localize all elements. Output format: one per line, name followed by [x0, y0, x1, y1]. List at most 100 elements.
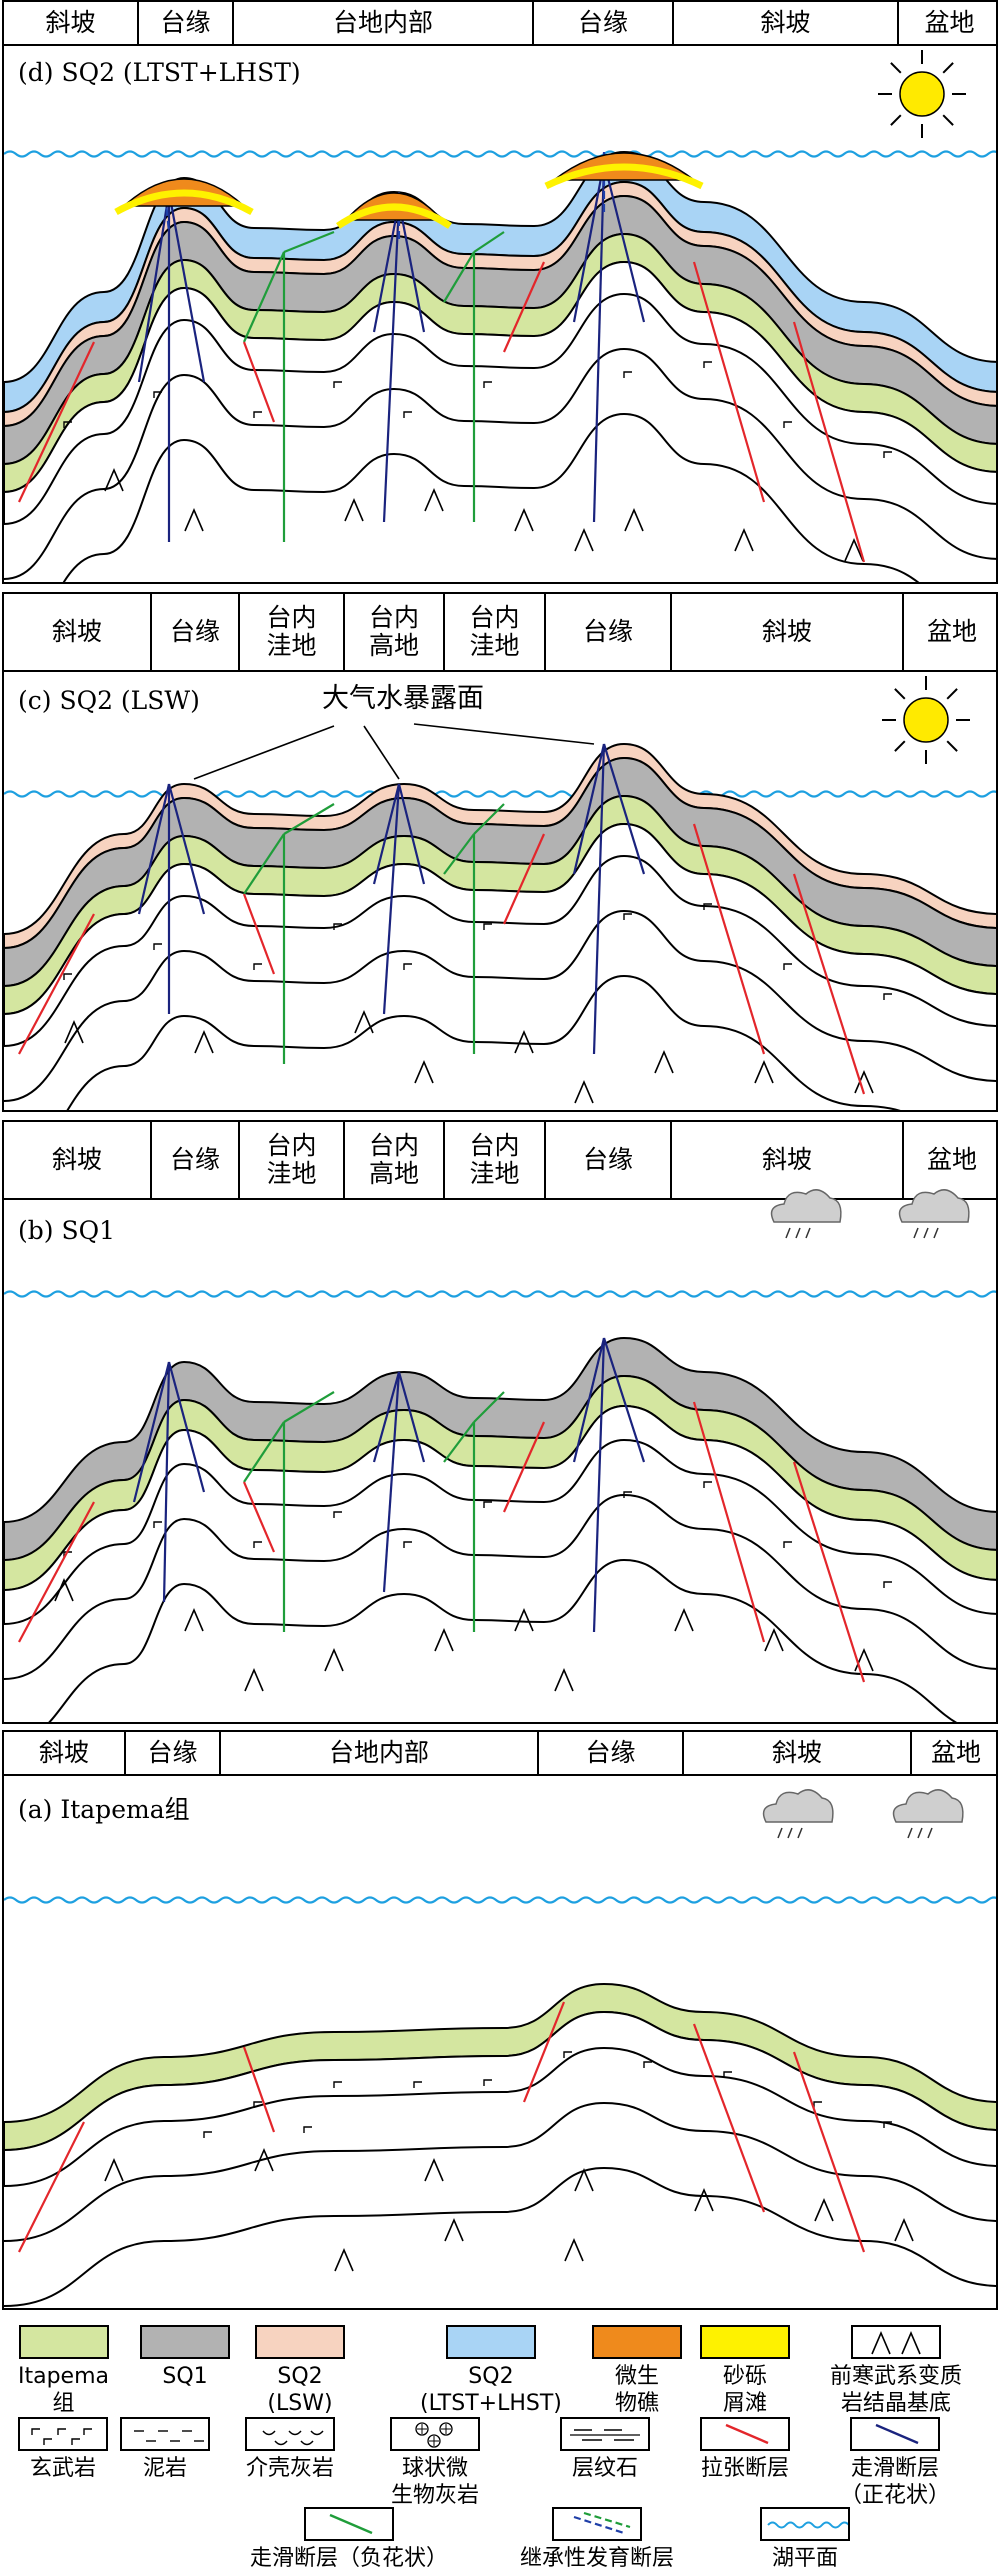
- sun-disc: [899, 71, 945, 117]
- basement-symbol: [254, 2147, 274, 2172]
- swatch-pattern: [573, 2511, 631, 2535]
- formation-boundary: [4, 2101, 996, 2242]
- legend-label: 前寒武系变质 岩结晶基底: [830, 2364, 963, 2416]
- extensional-fault: [242, 893, 276, 975]
- basalt-symbol: [403, 411, 412, 418]
- extensional-fault: [792, 873, 866, 1095]
- mudstone-layer: [4, 260, 996, 526]
- legend-swatch: [18, 2417, 108, 2451]
- basalt-symbol: [883, 1581, 892, 1588]
- cloud-shape: [892, 1789, 964, 1823]
- zone-cell: 盆地: [926, 1145, 977, 1174]
- extensional-fault: [502, 261, 546, 353]
- legend-item-inherited_fault: 继承性发育断层: [520, 2507, 674, 2572]
- basalt-symbol: [413, 2081, 422, 2088]
- swatch-pattern: [134, 2430, 204, 2442]
- rain-drop: [787, 1827, 793, 1839]
- cloud-shape: [770, 1189, 842, 1223]
- zone-cell: 斜坡: [684, 1732, 912, 1774]
- basement-symbol: [354, 1009, 374, 1034]
- basalt-symbol: [703, 903, 712, 910]
- strike-slip-fault-positive: [397, 201, 426, 333]
- panel-title: (d) SQ2 (LTST+LHST): [18, 58, 301, 87]
- extensional-fault: [242, 1481, 276, 1553]
- strike-slip-fault-positive: [592, 1337, 606, 1633]
- strike-slip-fault-negative: [242, 251, 286, 343]
- legend-swatch: [445, 2325, 536, 2359]
- basement-symbol: [194, 1029, 214, 1054]
- legend-swatch: [18, 2325, 109, 2359]
- strike-slip-fault-positive: [592, 161, 606, 523]
- spherule-cross: [441, 2424, 451, 2434]
- basalt-symbol: [253, 411, 262, 418]
- basement-symbol: [554, 1667, 574, 1692]
- swatch-pattern: [142, 2327, 228, 2357]
- basalt-symbol: [153, 943, 162, 950]
- basement-symbol: [654, 1049, 674, 1074]
- strike-slip-fault-positive: [382, 1371, 401, 1593]
- strike-slip-fault-negative: [443, 251, 475, 303]
- zone-header: 斜坡 台缘 台内 洼地 台内 高地 台内 洼地 台缘 斜坡 盆地: [4, 1122, 996, 1200]
- legend-label: 层纹石: [571, 2456, 638, 2481]
- basement-symbol: [574, 2167, 594, 2192]
- cross-section-d: [4, 50, 996, 582]
- sun-ray: [942, 114, 954, 126]
- spherule-cross: [429, 2436, 439, 2446]
- zone-cell: 斜坡: [4, 1732, 126, 1774]
- swatch-pattern: [262, 2430, 324, 2446]
- spherule: [427, 2434, 441, 2448]
- swatch-pattern: [767, 2521, 848, 2529]
- basalt-symbol: [153, 1521, 162, 1528]
- basement-symbol: [844, 537, 864, 562]
- strike-slip-fault-negative: [283, 1391, 335, 1423]
- mudstone-layer: [4, 822, 996, 1048]
- lake-level-line: [4, 150, 996, 158]
- panel-a: 斜坡 台缘 台地内部 台缘 斜坡 盆地 (a) Itapema组: [2, 1730, 998, 2310]
- extensional-fault: [692, 823, 766, 1055]
- rain-drop: [795, 1227, 801, 1239]
- basement-symbol: [424, 487, 444, 512]
- wave-sample: [767, 2521, 848, 2529]
- panel-title: (a) Itapema组: [18, 1795, 190, 1824]
- legend-swatch: [140, 2325, 230, 2359]
- legend-swatch: [700, 2417, 790, 2451]
- legend-label: 介壳灰岩: [245, 2456, 334, 2481]
- basalt-symbol: [883, 451, 892, 458]
- strike-slip-fault-negative: [243, 1421, 285, 1483]
- basement-symbol: [754, 1059, 774, 1084]
- strike-slip-fault-positive: [602, 161, 646, 323]
- zone-cell: 盆地: [924, 8, 975, 37]
- strike-slip-fault-positive: [132, 1361, 171, 1503]
- strike-slip-fault-positive: [372, 783, 401, 885]
- basalt-symbol: [623, 371, 632, 378]
- zone-cell: 台缘: [534, 2, 674, 44]
- strike-slip-fault-positive: [602, 1337, 646, 1463]
- formation-boundary: [4, 2166, 996, 2307]
- panel-title: (c) SQ2 (LSW): [18, 686, 200, 715]
- formation-boundary: [4, 909, 996, 1102]
- formation-boundary: [4, 1493, 996, 1680]
- gravel-shoal: [336, 203, 452, 229]
- zone-cell: 台地内部: [234, 2, 534, 44]
- basalt-symbol: [703, 1481, 712, 1488]
- legend-swatch: [560, 2417, 650, 2451]
- swatch-pattern: [702, 2327, 788, 2357]
- basement-symbol: [624, 507, 644, 532]
- zone-header: 斜坡 台缘 台地内部 台缘 斜坡 盆地: [4, 2, 996, 46]
- swatch-pattern: [570, 2429, 640, 2441]
- sun-ray: [894, 740, 906, 752]
- basement-symbol: [674, 1607, 694, 1632]
- extensional-fault: [18, 2121, 85, 2253]
- strike-slip-fault-positive: [372, 1371, 401, 1463]
- formation-boundary: [4, 347, 996, 580]
- basalt-symbol: [153, 391, 162, 398]
- legend: Itapema 组 SQ1 SQ2 (LSW) SQ2 (LTST+LHST) 微生 物…: [0, 2325, 1000, 2575]
- basalt-symbol: [253, 1541, 262, 1548]
- strike-slip-fault-positive: [382, 783, 401, 1015]
- legend-item-shell_limestone: 介壳灰岩: [245, 2417, 335, 2482]
- basalt-symbol: [723, 2071, 732, 2078]
- exposure-surface-label: 大气水暴露面: [322, 683, 484, 714]
- sun-ray: [890, 114, 902, 126]
- basalt-symbol: [403, 1541, 412, 1548]
- basalt-symbol: [563, 2051, 572, 2058]
